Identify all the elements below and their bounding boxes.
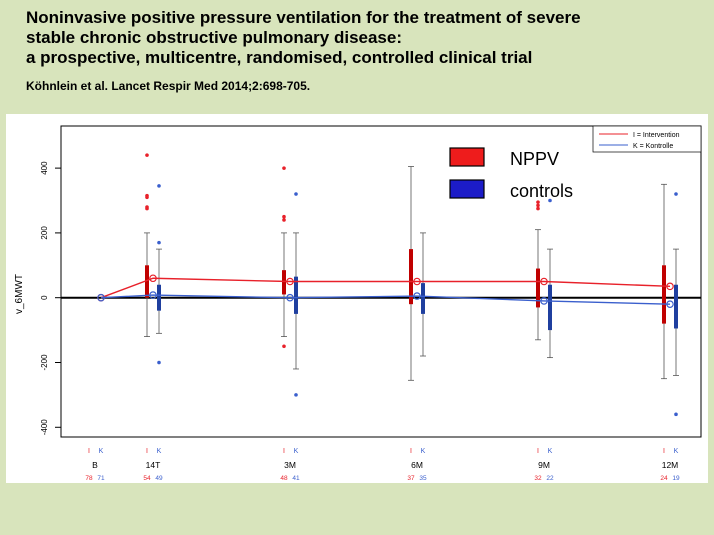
y-axis-label: v_6MWT [14, 274, 25, 314]
outlier-I [145, 195, 149, 200]
mean-point-I [286, 277, 294, 286]
box-I [536, 268, 540, 308]
count-label-K: 49 [155, 475, 163, 482]
box-I [409, 249, 413, 305]
citation: Köhnlein et al. Lancet Respir Med 2014;2… [26, 79, 311, 93]
group-label-I: I [410, 448, 412, 455]
outlier-I [536, 200, 540, 204]
category-label: 9M [538, 460, 550, 470]
count-label-K: 35 [419, 475, 427, 482]
group-label-I: I [88, 448, 90, 455]
mean-point-I [666, 282, 674, 291]
count-label-K: 41 [292, 475, 300, 482]
legend-big-swatch-nppv [449, 147, 485, 167]
group-label-K: K [294, 448, 299, 455]
group-label-K: K [548, 448, 553, 455]
outlier-K [294, 192, 298, 196]
group-label-I: I [146, 448, 148, 455]
mean-point-K [286, 293, 294, 302]
box-K [294, 276, 298, 314]
series-line-K [100, 294, 671, 305]
category-label: 6M [411, 460, 423, 470]
y-tick-label: -400 [40, 419, 49, 436]
count-label-I: 48 [280, 475, 288, 482]
group-label-K: K [674, 448, 679, 455]
plot-frame [60, 125, 702, 438]
count-label-K: 22 [546, 475, 554, 482]
mean-lines [97, 274, 674, 308]
count-label-I: 37 [407, 475, 415, 482]
box-K [674, 284, 678, 329]
count-label-I: 32 [534, 475, 542, 482]
legend-small-box [592, 125, 702, 153]
outlier-I [282, 218, 286, 222]
legend-big-swatch-controls [449, 179, 485, 199]
category-label: 14T [146, 460, 161, 470]
count-label-I: 54 [143, 475, 151, 482]
mean-point-I [149, 274, 157, 283]
series-line-I [100, 277, 671, 299]
legend-small: I = Intervention K = Kontrolle [592, 125, 702, 153]
mean-point-K [413, 292, 421, 300]
outlier-K [157, 184, 161, 188]
outlier-I [536, 203, 540, 208]
mean-point-K [97, 293, 105, 302]
slide-title-line-2: stable chronic obstructive pulmonary dis… [26, 28, 403, 47]
outlier-K [157, 360, 161, 365]
box-K [548, 284, 552, 331]
mean-point-I [540, 277, 548, 286]
group-label-I: I [663, 448, 665, 455]
outlier-K [548, 198, 552, 203]
legend-big-label-controls: controls [510, 181, 573, 201]
y-tick-label: 400 [40, 161, 49, 175]
slide-title-line-1: Noninvasive positive pressure ventilatio… [26, 8, 581, 27]
legend-small-label-intervention: I = Intervention [633, 132, 680, 139]
category-label: B [92, 460, 98, 470]
outlier-K [157, 240, 161, 245]
legend-big: NPPV controls [449, 147, 573, 201]
group-label-K: K [421, 448, 426, 455]
box-I [282, 270, 286, 295]
count-label-I: 24 [660, 475, 668, 482]
count-label-K: 19 [672, 475, 680, 482]
y-axis: -400 -200 0 200 400 [40, 161, 61, 435]
count-label-K: 71 [97, 475, 105, 482]
count-label-I: 78 [85, 475, 93, 482]
outlier-K [674, 412, 678, 417]
y-tick-label: -200 [40, 354, 49, 371]
outlier-I [145, 206, 149, 211]
outlier-I [282, 214, 286, 219]
box-I [662, 265, 666, 324]
chart-figure: -400 -200 0 200 400 v_6MWT I K B 78 71 I K 14T 54 49 I… [6, 114, 708, 483]
mean-point-K [149, 291, 157, 299]
y-tick-label: 0 [40, 295, 49, 300]
outlier-K [674, 192, 678, 196]
box-K [421, 283, 425, 314]
group-label-I: I [283, 448, 285, 455]
group-label-I: I [537, 448, 539, 455]
mean-point-K [666, 300, 674, 308]
y-tick-label: 200 [40, 226, 49, 240]
outlier-K [294, 393, 298, 397]
outlier-I [145, 153, 149, 157]
category-label: 12M [662, 460, 679, 470]
mean-point-I [413, 277, 421, 286]
legend-small-label-control: K = Kontrolle [633, 143, 673, 150]
box-plots [144, 153, 679, 417]
outlier-I [282, 166, 286, 170]
outlier-I [282, 344, 286, 349]
slide-title-line-3: a prospective, multicentre, randomised, … [26, 48, 533, 67]
category-label: 3M [284, 460, 296, 470]
box-K [157, 284, 161, 311]
group-label-K: K [99, 448, 104, 455]
mean-point-K [540, 297, 548, 305]
box-I [145, 265, 149, 298]
group-label-K: K [157, 448, 162, 455]
outlier-I [536, 206, 540, 211]
legend-big-label-nppv: NPPV [510, 149, 559, 169]
